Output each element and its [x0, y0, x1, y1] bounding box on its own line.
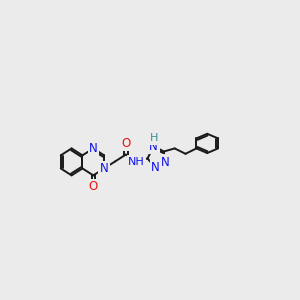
Text: N: N [151, 161, 160, 174]
Text: H: H [150, 134, 158, 143]
Text: N: N [161, 156, 170, 169]
Text: NH: NH [128, 157, 145, 166]
Text: N: N [100, 162, 109, 175]
Text: O: O [121, 136, 130, 149]
Text: N: N [149, 140, 158, 153]
Text: N: N [89, 142, 98, 155]
Text: O: O [89, 180, 98, 194]
